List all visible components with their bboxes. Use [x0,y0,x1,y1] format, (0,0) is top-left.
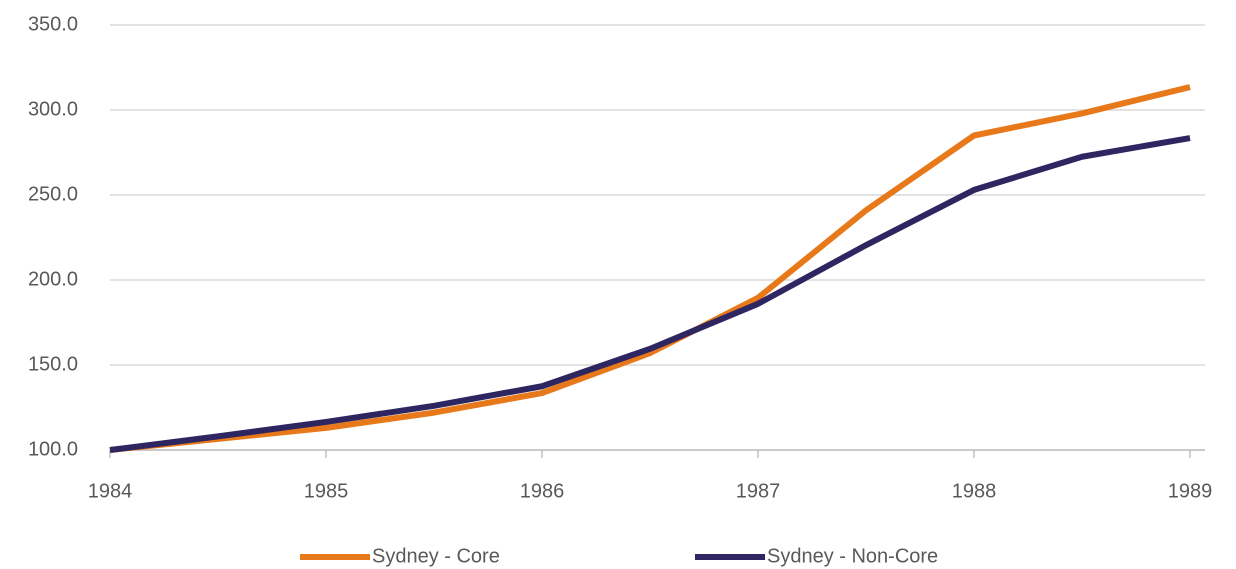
y-tick-label: 250.0 [28,183,78,205]
y-tick-label: 200.0 [28,268,78,290]
series-line [109,84,1191,453]
x-tick-label: 1989 [1168,480,1213,502]
legend-label: Sydney - Non-Core [767,545,938,567]
y-tick-label: 100.0 [28,438,78,460]
series-line [109,135,1191,453]
y-tick-label: 300.0 [28,98,78,120]
x-tick-label: 1987 [736,480,781,502]
x-tick-label: 1986 [520,480,565,502]
legend-label: Sydney - Core [372,545,500,567]
y-tick-label: 150.0 [28,353,78,375]
x-tick-label: 1988 [952,480,997,502]
y-tick-label: 350.0 [28,13,78,35]
x-tick-label: 1985 [304,480,349,502]
x-tick-label: 1984 [88,480,133,502]
